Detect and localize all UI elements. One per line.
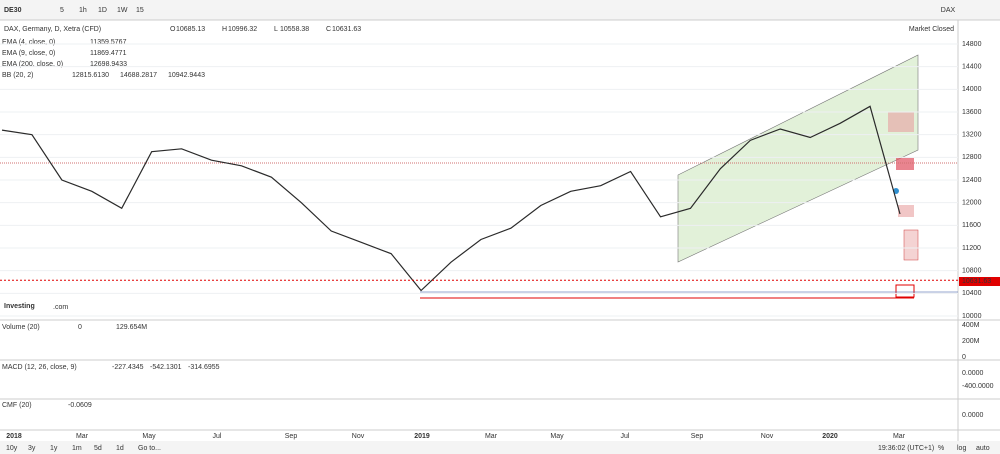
y-tick-label: 12400 <box>962 177 982 184</box>
bottom-bar <box>0 441 1000 454</box>
y-tick-label: 14000 <box>962 86 982 93</box>
pane-tick-label: 0.0000 <box>962 412 984 419</box>
scale-option[interactable]: log <box>957 445 966 452</box>
range-button[interactable]: 1d <box>116 445 124 452</box>
pane-name: MACD (12, 26, close, 9) <box>2 364 77 371</box>
x-tick-label: Mar <box>76 433 89 440</box>
y-tick-label: 12000 <box>962 200 982 207</box>
scale-option[interactable]: auto <box>976 445 990 452</box>
indicator-name: BB (20, 2) <box>2 72 34 79</box>
pane-value: 0 <box>78 324 82 331</box>
pane-value: -227.4345 <box>112 364 144 371</box>
range-button[interactable]: 10y <box>6 445 18 452</box>
y-tick-label: 11600 <box>962 222 981 229</box>
ohlc-value: 10631.63 <box>332 26 361 33</box>
pane-tick-label: 200M <box>962 338 980 345</box>
zone-box <box>903 229 919 261</box>
x-tick-label: Sep <box>285 433 298 440</box>
pane-value: -542.1301 <box>150 364 182 371</box>
ohlc-label: H <box>222 26 227 33</box>
x-tick-label: May <box>142 433 156 440</box>
y-tick-label: 10400 <box>962 290 982 297</box>
ohlc-value: 10685.13 <box>176 26 205 33</box>
ohlc-label: C <box>326 26 331 33</box>
goto-button[interactable]: Go to... <box>138 445 161 452</box>
x-tick-label: Jul <box>213 433 222 440</box>
x-tick-label: May <box>550 433 564 440</box>
x-tick-label: Mar <box>485 433 498 440</box>
clock: 19:36:02 (UTC+1) <box>878 445 934 452</box>
range-button[interactable]: 1y <box>50 445 58 452</box>
interval-button[interactable]: 15 <box>136 7 144 14</box>
indicator-value: 10942.9443 <box>168 72 205 79</box>
zone-box <box>888 112 914 132</box>
zone-box <box>898 205 914 217</box>
pane-tick-label: 400M <box>962 322 980 329</box>
market-status: Market Closed <box>909 26 954 33</box>
ohlc-label: O <box>170 26 176 33</box>
pane-value: -0.0609 <box>68 402 92 409</box>
ohlc-value: 10558.38 <box>280 26 309 33</box>
trend-channel <box>677 54 919 263</box>
indicator-name: EMA (9, close, 0) <box>2 50 55 57</box>
indicator-value: 11359.5767 <box>90 39 127 46</box>
y-tick-label: 13200 <box>962 132 982 139</box>
x-tick-label: Mar <box>893 433 906 440</box>
indicator-value: 12815.6130 <box>72 72 109 79</box>
range-button[interactable]: 1m <box>72 445 82 452</box>
indicator-value: 14688.2817 <box>120 72 157 79</box>
toolbar <box>0 0 1000 20</box>
pane-value: -314.6955 <box>188 364 220 371</box>
pane-tick-label: 0.0000 <box>962 370 984 377</box>
brand-suffix: .com <box>53 304 68 311</box>
price-line <box>1 105 901 292</box>
x-tick-label: Sep <box>691 433 704 440</box>
indicator-value: 11869.4771 <box>90 50 127 57</box>
interval-button[interactable]: 1h <box>79 7 87 14</box>
interval-button[interactable]: 1D <box>98 7 107 14</box>
y-tick-label: 14400 <box>962 64 982 71</box>
y-tick-label: 13600 <box>962 109 982 116</box>
x-tick-label: Nov <box>761 433 774 440</box>
y-tick-label: 14800 <box>962 41 982 48</box>
indicator-value: 12698.9433 <box>90 61 127 68</box>
symbol[interactable]: DE30 <box>4 7 22 14</box>
x-tick-label: Nov <box>352 433 365 440</box>
x-tick-label: Jul <box>621 433 630 440</box>
x-tick-label: 2020 <box>822 433 838 440</box>
y-tick-label: 11200 <box>962 245 981 252</box>
ohlc-label: L <box>274 26 278 33</box>
x-tick-label: 2018 <box>6 433 22 440</box>
pane-name: CMF (20) <box>2 402 32 409</box>
target-box <box>895 284 915 298</box>
pane-name: Volume (20) <box>2 324 40 331</box>
legend-title: DAX, Germany, D, Xetra (CFD) <box>4 26 101 33</box>
range-button[interactable]: 3y <box>28 445 36 452</box>
range-button[interactable]: 5d <box>94 445 102 452</box>
y-tick-label: 12800 <box>962 154 982 161</box>
toolbar-symbol-right[interactable]: DAX <box>941 7 956 14</box>
indicator-name: EMA (200, close, 0) <box>2 61 63 68</box>
brand-name: Investing <box>4 303 35 310</box>
y-tick-label: 10800 <box>962 268 982 275</box>
last-price-tag <box>959 277 1000 286</box>
zone-box <box>896 158 914 170</box>
y-tick-label: 10000 <box>962 313 982 320</box>
x-tick-label: 2019 <box>414 433 430 440</box>
pane-value: 129.654M <box>116 324 147 331</box>
indicator-name: EMA (4, close, 0) <box>2 39 55 46</box>
pane-tick-label: -400.0000 <box>962 383 994 390</box>
pane-tick-label: 0 <box>962 354 966 361</box>
scale-option[interactable]: % <box>938 445 944 452</box>
interval-button[interactable]: 5 <box>60 7 64 14</box>
ohlc-value: 10996.32 <box>228 26 257 33</box>
last-price-label: 10631.63 <box>962 278 991 285</box>
interval-button[interactable]: 1W <box>117 7 128 14</box>
